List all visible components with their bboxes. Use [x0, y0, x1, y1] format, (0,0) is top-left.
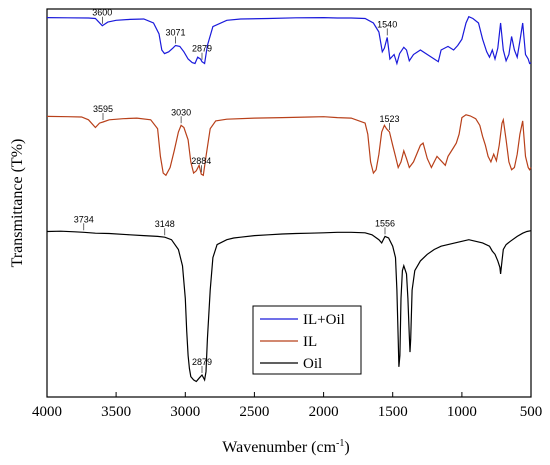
peak-annotation: 3734: [74, 214, 94, 224]
peak-annotation: 1540: [377, 19, 397, 29]
peak-annotation: 1523: [379, 114, 399, 124]
peak-annotation: 3600: [92, 8, 112, 18]
x-tick-label: 3000: [170, 404, 200, 420]
peak-annotation: 3595: [93, 104, 113, 114]
legend-label-oil: Oil: [303, 356, 322, 372]
x-tick-label: 3500: [101, 404, 131, 420]
peak-annotation: 3071: [165, 28, 185, 38]
x-axis-label-end: ): [344, 439, 349, 456]
annotation-layer: 3600 3071 2879 1540 3595 3030 2884 1523 3734 3148…: [74, 8, 400, 373]
legend-label-il-oil: IL+Oil: [303, 312, 345, 328]
series-line-oil: [46, 230, 532, 383]
x-axis-label: Wavenumber (cm-1): [222, 438, 349, 456]
peak-annotation: 3030: [171, 107, 191, 117]
x-axis-label-sup: -1: [336, 438, 344, 449]
series-line-il-oil: [46, 15, 532, 66]
series-layer: [46, 15, 532, 383]
legend: IL+Oil IL Oil: [252, 305, 362, 375]
peak-annotation: 1556: [375, 218, 395, 228]
x-tick-label: 4000: [32, 404, 62, 420]
x-tick-label: 1500: [378, 404, 408, 420]
peak-annotation: 2879: [192, 44, 212, 54]
x-tick-label: 1000: [447, 404, 477, 420]
x-tick-label: 2000: [309, 404, 339, 420]
legend-label-il: IL: [303, 334, 317, 350]
x-tick-label: 500: [520, 404, 543, 420]
x-tick-label: 2500: [239, 404, 269, 420]
peak-annotation: 3148: [155, 219, 175, 229]
x-axis-label-main: Wavenumber (cm: [222, 439, 336, 456]
peak-annotation: 2884: [191, 156, 211, 166]
y-axis-label: Transmittance (T%): [9, 139, 26, 268]
x-axis-ticks: 4000 3500 3000 2500 2000 1500 1000 500: [32, 392, 542, 420]
series-line-il: [46, 114, 532, 177]
plot-frame: [46, 8, 532, 398]
peak-annotation: 2879: [192, 357, 212, 367]
